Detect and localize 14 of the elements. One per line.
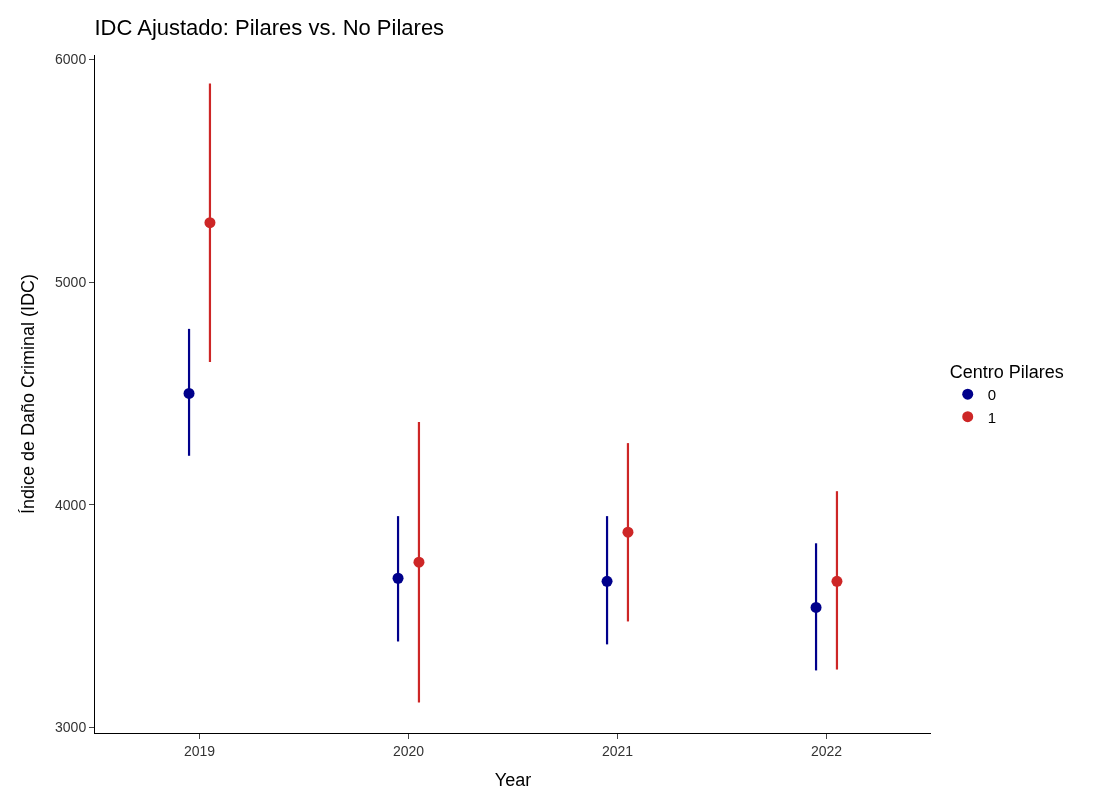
y-tick-label: 6000 (55, 51, 87, 68)
x-tick-label: 2022 (810, 742, 843, 759)
x-tick-label: 2021 (601, 742, 634, 759)
x-tick-label: 2019 (183, 742, 216, 759)
chart-title: IDC Ajustado: Pilares vs. No Pilares (94, 15, 445, 41)
legend-label: 1 (987, 408, 997, 426)
x-tick-label: 2020 (392, 742, 425, 759)
x-axis-title: Year (494, 769, 532, 790)
y-axis-title: Índice de Daño Criminal (IDC) (18, 273, 39, 515)
y-tick-label: 4000 (55, 496, 87, 513)
y-tick-label: 3000 (55, 719, 87, 736)
legend-title: Centro Pilares (949, 361, 1064, 382)
y-tick-label: 5000 (55, 274, 87, 291)
legend-label: 0 (987, 386, 997, 403)
